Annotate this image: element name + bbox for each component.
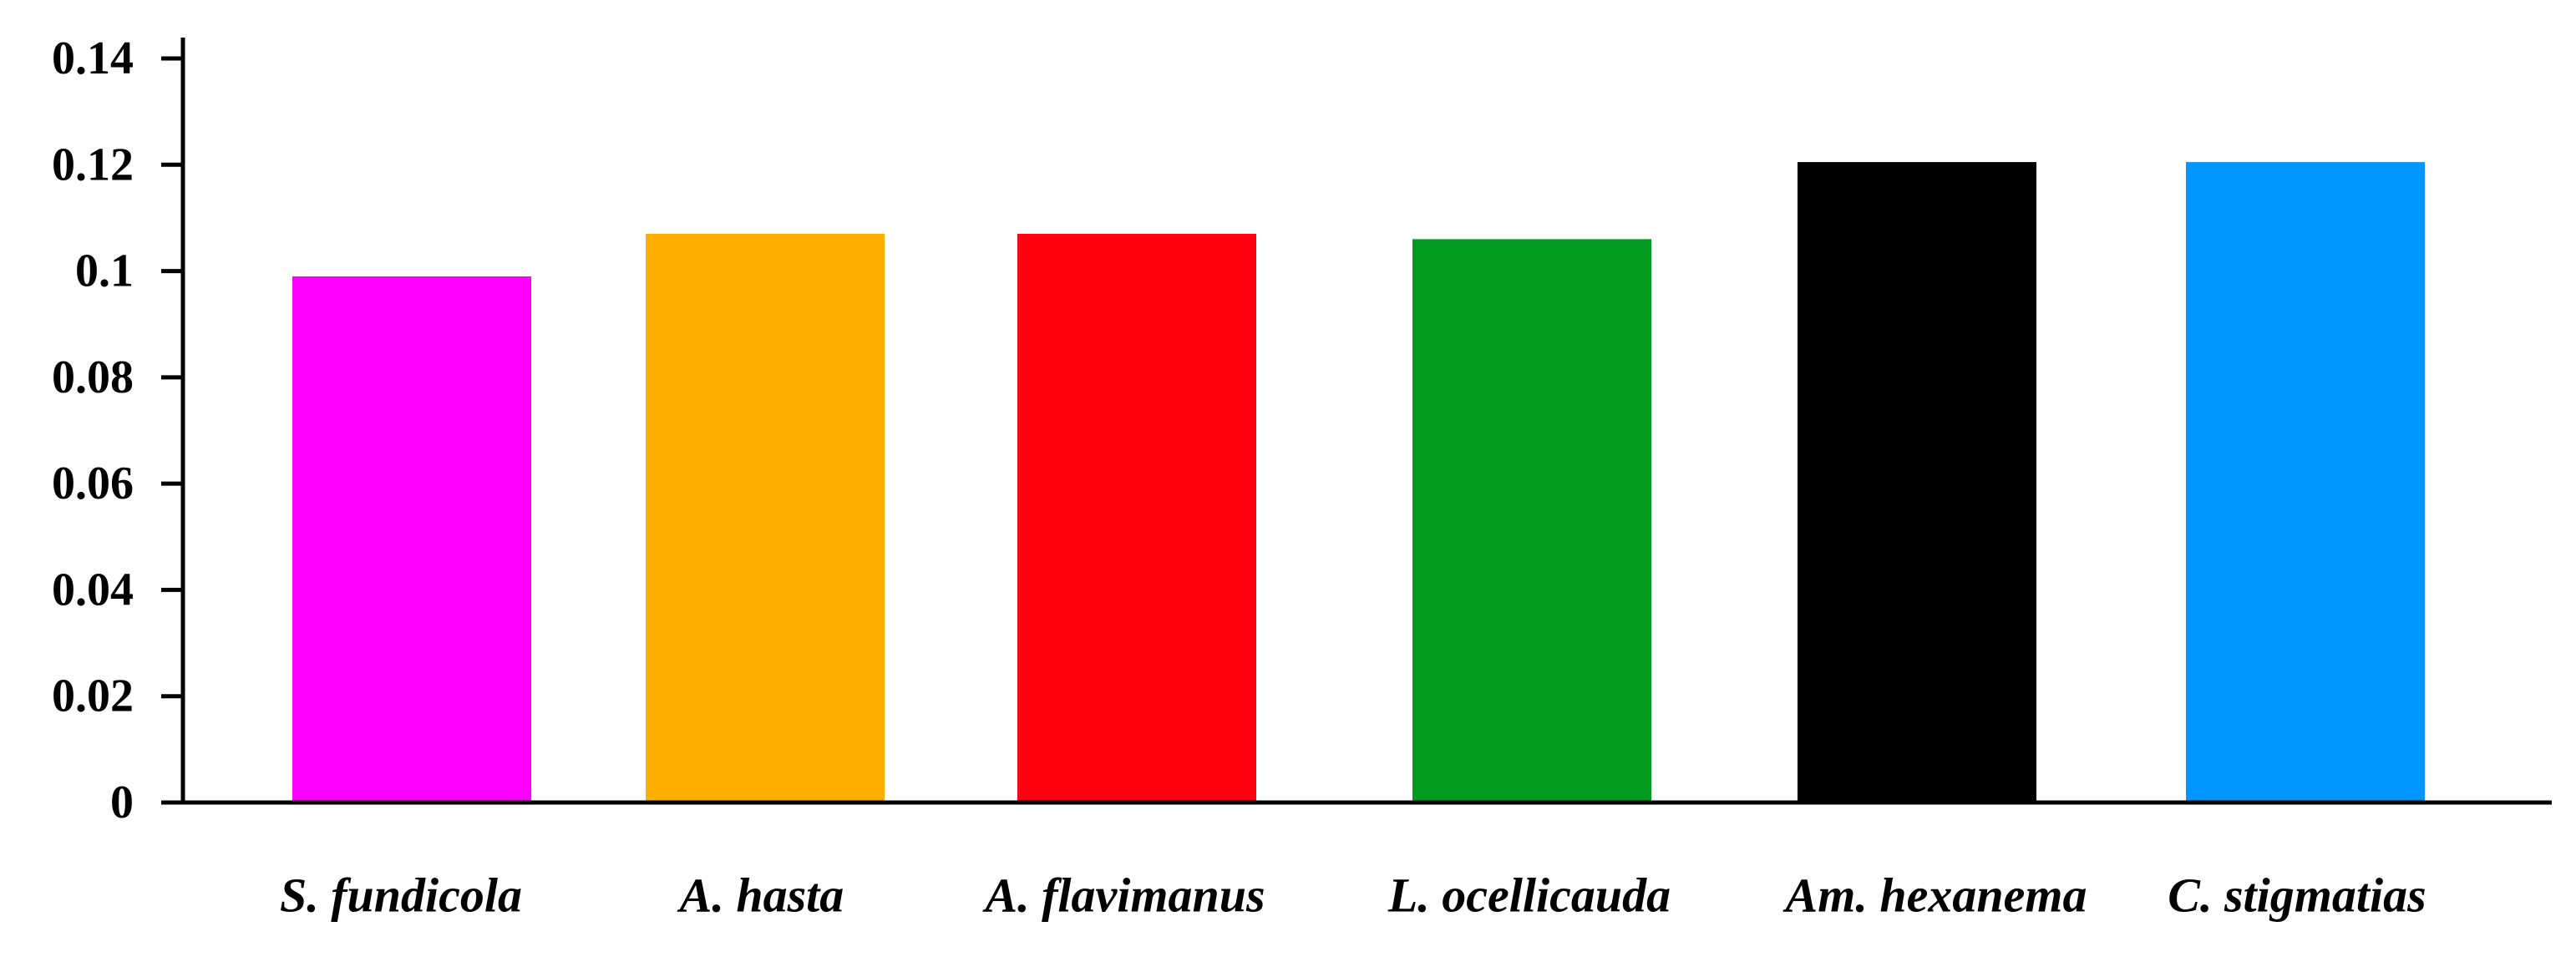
bar-s-fundicola [292,276,531,803]
y-tick-label: 0.12 [52,139,134,190]
x-category-label: C. stigmatias [2168,868,2426,923]
y-tick-label: 0 [110,777,134,828]
y-tick-label: 0.1 [75,246,134,297]
bar-l-ocellicauda [1412,239,1651,803]
x-category-label: A. flavimanus [982,868,1265,923]
x-category-label: S. fundicola [280,868,522,923]
bar-am-hexanema [1798,162,2036,803]
y-tick-label: 0.14 [52,33,134,84]
y-tick-label: 0.06 [52,458,134,509]
bar-a-flavimanus [1017,234,1256,803]
bars-group [292,162,2425,803]
x-category-label: A. hasta [677,868,844,923]
x-axis-labels: S. fundicola A. hasta A. flavimanus L. ocel… [280,868,2426,923]
x-category-label: L. ocellicauda [1387,868,1671,923]
y-tick-label: 0.02 [52,671,134,722]
y-tick-label: 0.08 [52,352,134,403]
x-category-label: Am. hexanema [1783,868,2087,923]
y-axis-ticks: 0 0.02 0.04 0.06 0.08 0.1 0.12 0.14 [52,33,183,828]
bar-a-hasta [646,234,885,803]
bar-c-stigmatias [2186,162,2425,803]
y-tick-label: 0.04 [52,564,134,615]
